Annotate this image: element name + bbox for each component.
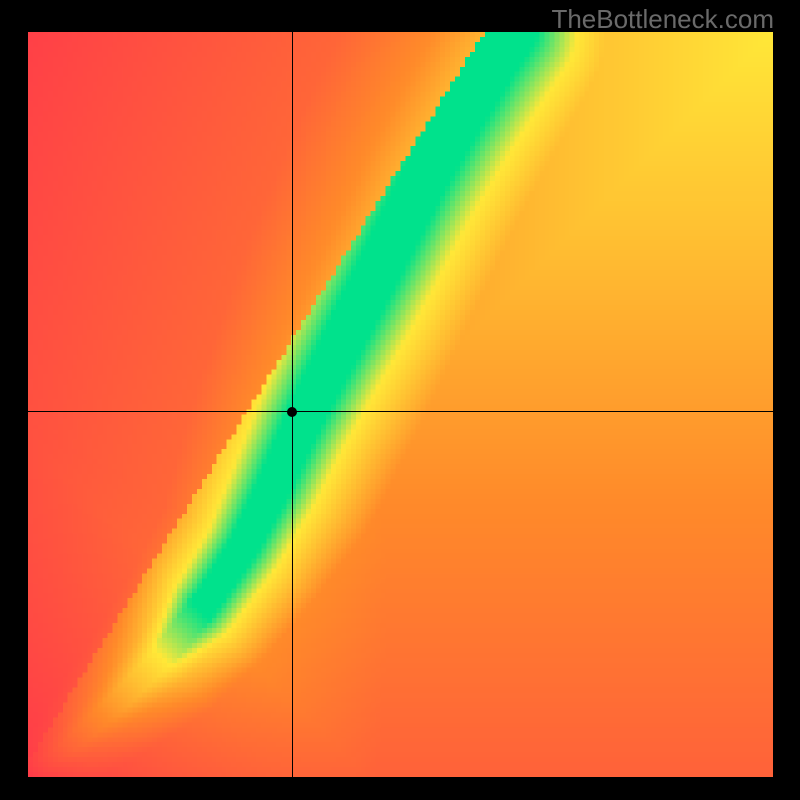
crosshair-horizontal (28, 411, 773, 412)
chart-container: TheBottleneck.com (0, 0, 800, 800)
watermark-text: TheBottleneck.com (551, 4, 774, 35)
bottleneck-heatmap (28, 32, 773, 777)
crosshair-vertical (292, 32, 293, 777)
